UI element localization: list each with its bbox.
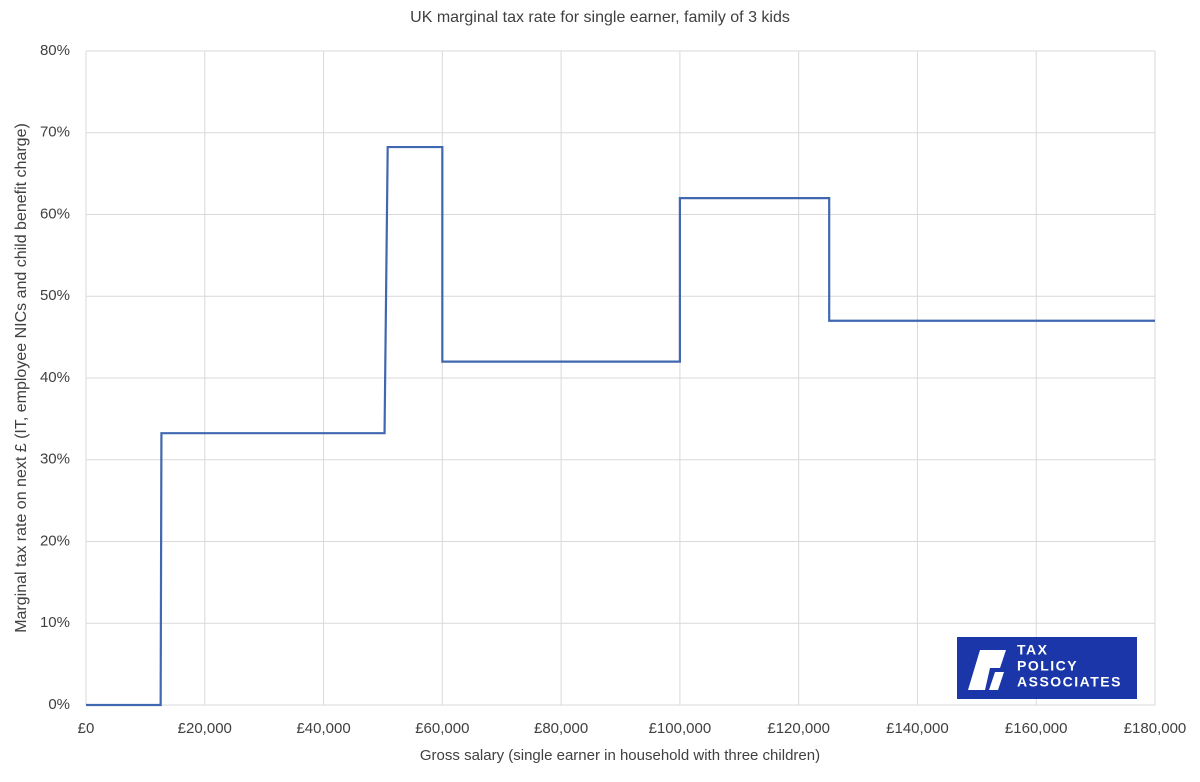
logo-icon [968, 650, 1006, 690]
x-axis-label: Gross salary (single earner in household… [420, 747, 820, 764]
y-tick-label: 30% [40, 451, 70, 468]
logo-text: ASSOCIATES [1017, 674, 1122, 690]
x-tick-label: £100,000 [649, 720, 712, 737]
line-series [86, 145, 1155, 707]
y-tick-label: 20% [40, 532, 70, 549]
x-tick-label: £140,000 [886, 720, 949, 737]
y-tick-label: 70% [40, 124, 70, 141]
x-tick-label: £20,000 [178, 720, 232, 737]
x-tick-label: £160,000 [1005, 720, 1068, 737]
y-tick-label: 80% [40, 42, 70, 59]
y-axis-label: Marginal tax rate on next £ (IT, employe… [13, 123, 30, 633]
x-tick-label: £80,000 [534, 720, 588, 737]
y-tick-label: 60% [40, 205, 70, 222]
y-tick-label: 50% [40, 287, 70, 304]
y-tick-label: 40% [40, 369, 70, 386]
chart-title: UK marginal tax rate for single earner, … [410, 9, 790, 26]
x-tick-label: £180,000 [1124, 720, 1187, 737]
logo-text: POLICY [1017, 658, 1078, 674]
x-tick-label: £60,000 [415, 720, 469, 737]
x-tick-label: £120,000 [767, 720, 830, 737]
y-tick-label: 0% [48, 696, 70, 713]
y-tick-label: 10% [40, 614, 70, 631]
x-tick-label: £0 [78, 720, 95, 737]
x-tick-label: £40,000 [296, 720, 350, 737]
logo-text: TAX [1017, 642, 1048, 658]
